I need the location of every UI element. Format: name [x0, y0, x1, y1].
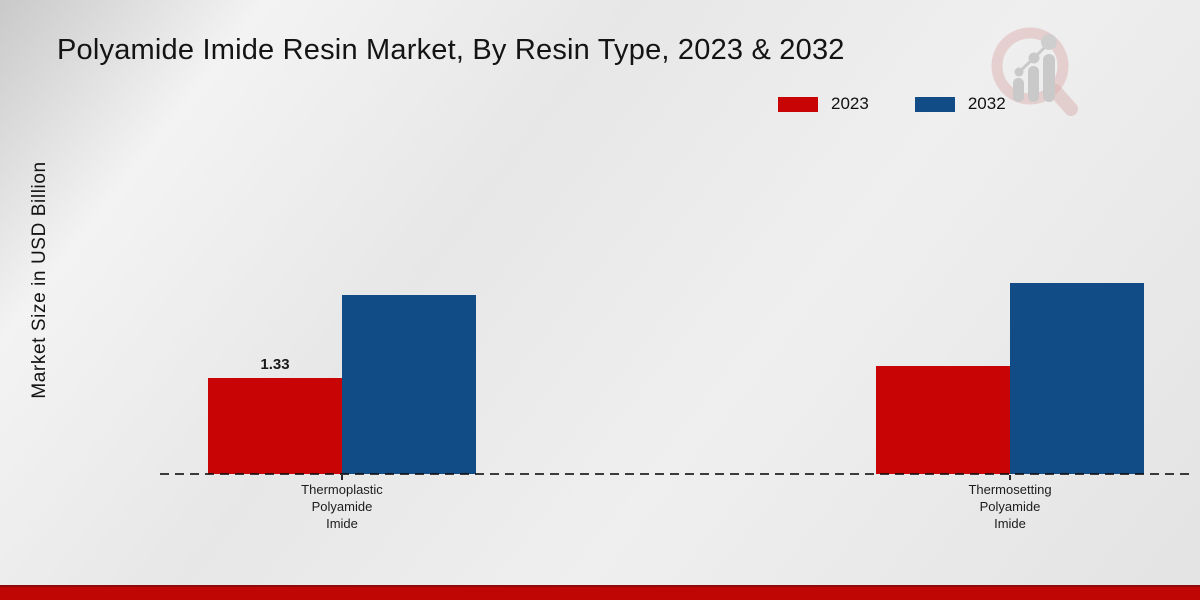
footer-accent-bar: [0, 585, 1200, 600]
bar-value-label: 1.33: [260, 356, 290, 373]
x-category-label: Thermosetting Polyamide Imide: [968, 482, 1052, 531]
legend-item-2032: 2032: [914, 94, 1006, 114]
legend-label-2023: 2023: [831, 94, 869, 113]
legend-item-2023: 2023: [778, 94, 869, 114]
bar-2032-category-1: [342, 295, 476, 474]
x-axis-tick: [1009, 475, 1011, 480]
legend-swatch-2023: [778, 96, 818, 112]
bar-2023-category-1: [208, 378, 342, 474]
plot-area: Thermoplastic Polyamide Imide Thermosetti…: [162, 250, 1192, 531]
bar-2032-category-2: [1010, 283, 1144, 474]
chart-title: Polyamide Imide Resin Market, By Resin T…: [57, 34, 845, 66]
x-axis-tick: [341, 475, 343, 480]
bar-2023-category-2: [876, 366, 1010, 474]
y-axis-label: Market Size in USD Billion: [29, 161, 50, 399]
legend: 2023 2032: [778, 94, 1006, 114]
magnifier-bar-chart-logo-icon: [991, 27, 1078, 116]
legend-label-2032: 2032: [967, 94, 1006, 113]
x-axis-baseline: [160, 473, 1192, 475]
x-category-label: Thermoplastic Polyamide Imide: [301, 482, 383, 531]
legend-swatch-2032: [914, 96, 955, 112]
